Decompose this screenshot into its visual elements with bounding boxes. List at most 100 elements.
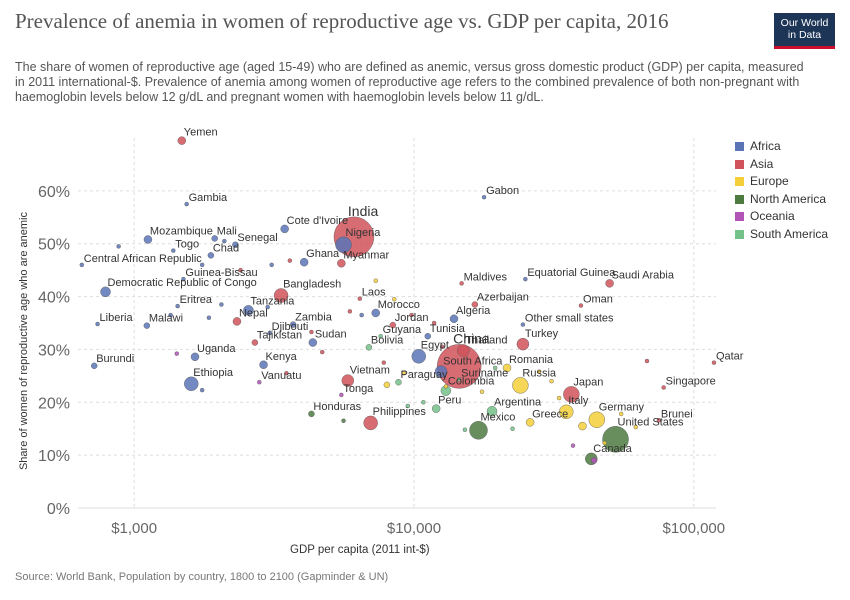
data-point[interactable] [434,365,448,378]
data-point[interactable] [206,315,212,320]
data-point[interactable] [280,224,289,234]
data-point[interactable] [95,321,100,327]
data-point[interactable] [143,322,151,329]
data-point[interactable] [365,344,373,351]
data-point[interactable] [525,418,535,427]
data-point[interactable] [411,349,426,364]
data-point[interactable] [335,236,352,253]
legend-item[interactable]: South America [735,227,828,241]
data-point[interactable] [559,404,574,419]
data-point[interactable] [656,418,662,423]
data-point[interactable] [116,244,121,249]
data-point[interactable] [605,279,614,288]
data-point[interactable] [618,411,624,417]
data-point[interactable] [512,377,529,394]
data-point[interactable] [341,418,346,423]
legend-item[interactable]: Europe [735,174,789,188]
data-point[interactable] [143,235,153,244]
data-point[interactable] [168,312,173,318]
data-point[interactable] [602,426,629,453]
data-point[interactable] [284,371,289,376]
data-point[interactable] [431,320,437,326]
data-point[interactable] [502,363,512,373]
data-point[interactable] [171,248,176,253]
data-point[interactable] [337,259,346,268]
data-point[interactable] [563,386,580,403]
data-point[interactable] [309,329,314,335]
data-point[interactable] [536,369,542,374]
data-point[interactable] [431,404,441,413]
data-point[interactable] [371,308,380,318]
legend-item[interactable]: Asia [735,157,773,171]
data-point[interactable] [462,427,468,432]
data-point[interactable] [578,421,587,431]
data-point[interactable] [347,309,353,314]
data-point[interactable] [633,424,638,430]
data-point[interactable] [219,302,224,307]
data-point[interactable] [211,235,218,242]
data-point[interactable] [269,262,274,268]
data-point[interactable] [459,281,464,286]
data-point[interactable] [259,360,268,369]
data-point[interactable] [207,252,215,259]
data-point[interactable] [523,276,528,282]
data-point[interactable] [395,379,402,386]
data-point[interactable] [251,339,259,346]
data-point[interactable] [510,426,515,431]
data-point[interactable] [308,338,318,347]
data-point[interactable] [471,301,479,308]
data-point[interactable] [91,362,98,370]
owid-logo[interactable]: Our World in Data [774,13,835,49]
data-point[interactable] [238,267,243,273]
data-point[interactable] [661,385,666,390]
data-point[interactable] [401,371,407,376]
data-point[interactable] [578,303,584,308]
data-point[interactable] [184,376,199,391]
data-point[interactable] [421,400,426,405]
data-point[interactable] [436,344,482,389]
data-point[interactable] [199,387,205,393]
data-point[interactable] [79,262,84,268]
data-point[interactable] [486,406,498,417]
data-point[interactable] [602,440,607,446]
data-point[interactable] [588,411,605,428]
data-point[interactable] [341,374,354,387]
data-point[interactable] [320,349,325,355]
data-point[interactable] [265,304,270,310]
data-point[interactable] [289,321,297,328]
data-point[interactable] [267,330,272,336]
data-point[interactable] [287,258,293,263]
data-point[interactable] [439,344,445,349]
data-point[interactable] [174,351,179,356]
data-point[interactable] [469,421,488,440]
data-point[interactable] [381,360,387,365]
data-point[interactable] [492,365,498,371]
legend-item[interactable]: Oceania [735,209,795,223]
data-point[interactable] [479,389,485,394]
data-point[interactable] [232,317,242,326]
data-point[interactable] [190,352,200,362]
data-point[interactable] [181,276,186,282]
data-point[interactable] [424,333,431,340]
data-point[interactable] [516,337,530,351]
data-point[interactable] [389,321,397,329]
data-point[interactable] [570,443,576,448]
data-point[interactable] [383,381,391,389]
data-point[interactable] [644,358,650,364]
data-point[interactable] [443,384,449,389]
data-point[interactable] [359,312,364,318]
data-point[interactable] [409,312,414,318]
data-point[interactable] [520,322,526,327]
data-point[interactable] [449,314,459,323]
data-point[interactable] [308,410,315,418]
data-point[interactable] [175,303,180,309]
data-point[interactable] [357,296,362,301]
data-point[interactable] [177,136,187,145]
data-point[interactable] [373,278,378,283]
data-point[interactable] [378,334,383,339]
data-point[interactable] [273,288,289,303]
data-point[interactable] [556,395,562,401]
legend-item[interactable]: Africa [735,139,781,153]
data-point[interactable] [299,258,309,267]
data-point[interactable] [392,297,397,302]
